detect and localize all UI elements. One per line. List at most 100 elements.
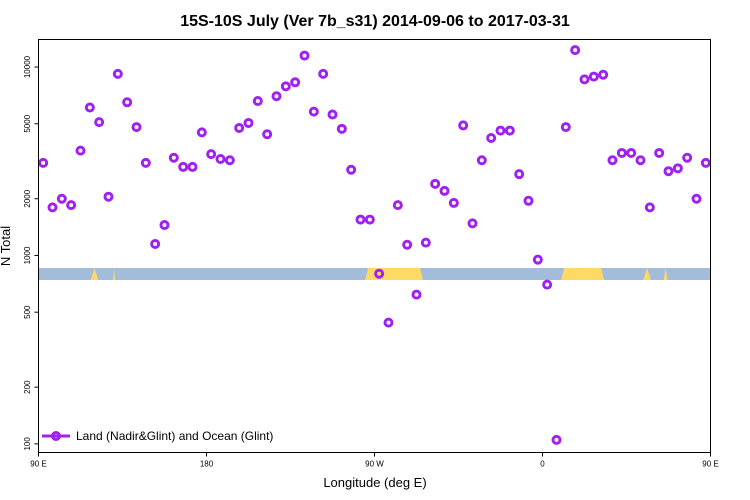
x-axis: 90 E 180 90 W 0 90 E [30, 452, 719, 469]
legend: Land (Nadir&Glint) and Ocean (Glint) [42, 429, 273, 443]
data-point [570, 45, 581, 56]
data-point [504, 125, 515, 136]
land-island [90, 268, 99, 280]
y-tick-label: 100 [23, 437, 32, 451]
data-point [607, 155, 618, 166]
data-point [392, 200, 403, 211]
data-point [150, 239, 161, 250]
data-point [514, 169, 525, 180]
data-point [439, 185, 450, 196]
data-point [626, 147, 637, 158]
data-point [672, 163, 683, 174]
data-point [159, 220, 170, 231]
x-tick-label: 0 [540, 460, 545, 469]
land-region [365, 268, 424, 280]
data-point [616, 147, 627, 158]
y-tick-label: 5000 [23, 114, 32, 132]
data-point [122, 97, 133, 108]
data-point [402, 239, 413, 250]
data-point [448, 197, 459, 208]
data-point [47, 202, 58, 213]
data-point [299, 50, 310, 61]
data-point [383, 317, 394, 328]
data-point [234, 122, 245, 133]
data-point [271, 91, 282, 102]
data-point [430, 178, 441, 189]
data-point [598, 69, 609, 80]
data-point [551, 434, 562, 445]
data-point [486, 133, 497, 144]
data-point [206, 149, 217, 160]
data-point [280, 81, 291, 92]
data-point [56, 193, 67, 204]
data-point [523, 195, 534, 206]
data-point [579, 74, 590, 85]
data-point [94, 117, 105, 128]
data-point [458, 120, 469, 131]
data-point [654, 147, 665, 158]
data-points [38, 45, 711, 445]
data-point [224, 155, 235, 166]
data-point [691, 193, 702, 204]
data-point [308, 106, 319, 117]
data-point [355, 214, 366, 225]
data-point [103, 191, 114, 202]
y-tick-label: 200 [23, 380, 32, 394]
y-axis-label: N Total [0, 226, 13, 266]
data-point [66, 200, 77, 211]
data-point [178, 161, 189, 172]
land-island [113, 268, 116, 280]
x-tick-label: 90 W [365, 460, 384, 469]
data-point [364, 214, 375, 225]
data-point [196, 127, 207, 138]
data-point [252, 96, 263, 107]
data-point [75, 145, 86, 156]
data-point [476, 155, 487, 166]
data-point [495, 125, 506, 136]
x-tick-label: 90 E [30, 460, 46, 469]
plot-background [38, 39, 711, 453]
y-tick-label: 1000 [23, 246, 32, 264]
data-point [187, 161, 198, 172]
data-point [38, 157, 49, 168]
land-island [663, 268, 668, 280]
land-island [643, 268, 651, 280]
data-point [644, 202, 655, 213]
data-point [700, 157, 711, 168]
legend-label: Land (Nadir&Glint) and Ocean (Glint) [76, 429, 273, 443]
data-point [290, 77, 301, 88]
data-point [215, 154, 226, 165]
data-point [663, 166, 674, 177]
data-point [84, 102, 95, 113]
x-tick-label: 180 [200, 460, 214, 469]
data-point [542, 279, 553, 290]
data-point [467, 218, 478, 229]
data-point [131, 122, 142, 133]
data-point [318, 68, 329, 79]
data-point [560, 122, 571, 133]
data-point [336, 123, 347, 134]
data-point [262, 129, 273, 140]
chart-title: 15S-10S July (Ver 7b_s31) 2014-09-06 to … [180, 13, 570, 30]
data-point [243, 117, 254, 128]
y-tick-label: 2000 [23, 189, 32, 207]
data-point [420, 237, 431, 248]
x-tick-label: 90 E [702, 460, 718, 469]
data-point [140, 157, 151, 168]
y-axis: 100 200 500 1000 2000 5000 10000 [23, 55, 39, 451]
data-point [682, 152, 693, 163]
data-point [168, 152, 179, 163]
land-region [561, 268, 605, 280]
data-point [532, 254, 543, 265]
y-tick-label: 10000 [23, 55, 32, 78]
data-point [327, 109, 338, 120]
data-point [374, 268, 385, 279]
data-point [346, 164, 357, 175]
data-point [635, 155, 646, 166]
legend-marker [51, 431, 61, 441]
y-tick-label: 500 [23, 305, 32, 319]
data-point [411, 289, 422, 300]
x-axis-label: Longitude (deg E) [323, 475, 426, 490]
data-point [112, 68, 123, 79]
